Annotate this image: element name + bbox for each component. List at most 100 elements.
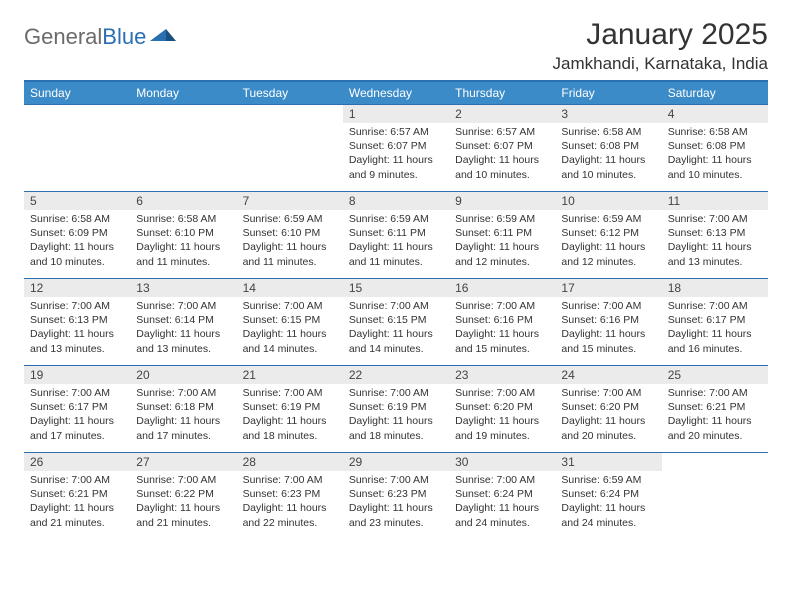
daylight-line-1: Daylight: 11 hours xyxy=(349,501,443,515)
day-info: Sunrise: 7:00 AMSunset: 6:16 PMDaylight:… xyxy=(449,297,555,360)
day-info: Sunrise: 7:00 AMSunset: 6:24 PMDaylight:… xyxy=(449,471,555,534)
day-number: 31 xyxy=(555,453,661,471)
day-number: 19 xyxy=(24,366,130,384)
calendar-day-cell: 23Sunrise: 7:00 AMSunset: 6:20 PMDayligh… xyxy=(449,366,555,453)
header: GeneralBlue January 2025 Jamkhandi, Karn… xyxy=(24,18,768,74)
day-number: 7 xyxy=(237,192,343,210)
day-number: 12 xyxy=(24,279,130,297)
day-info: Sunrise: 6:58 AMSunset: 6:08 PMDaylight:… xyxy=(662,123,768,186)
sunrise-line: Sunrise: 7:00 AM xyxy=(455,473,549,487)
sunset-line: Sunset: 6:15 PM xyxy=(243,313,337,327)
calendar-day-cell: 6Sunrise: 6:58 AMSunset: 6:10 PMDaylight… xyxy=(130,192,236,279)
calendar-day-cell: 18Sunrise: 7:00 AMSunset: 6:17 PMDayligh… xyxy=(662,279,768,366)
day-info: Sunrise: 7:00 AMSunset: 6:22 PMDaylight:… xyxy=(130,471,236,534)
sunrise-line: Sunrise: 7:00 AM xyxy=(136,386,230,400)
sunrise-line: Sunrise: 7:00 AM xyxy=(349,299,443,313)
daylight-line-2: and 12 minutes. xyxy=(455,255,549,269)
day-number: 14 xyxy=(237,279,343,297)
day-number: 8 xyxy=(343,192,449,210)
sunrise-line: Sunrise: 7:00 AM xyxy=(668,299,762,313)
daylight-line-1: Daylight: 11 hours xyxy=(243,501,337,515)
sunset-line: Sunset: 6:19 PM xyxy=(243,400,337,414)
sunset-line: Sunset: 6:09 PM xyxy=(30,226,124,240)
day-number: 27 xyxy=(130,453,236,471)
day-info: Sunrise: 6:57 AMSunset: 6:07 PMDaylight:… xyxy=(449,123,555,186)
daylight-line-2: and 11 minutes. xyxy=(243,255,337,269)
sunset-line: Sunset: 6:17 PM xyxy=(30,400,124,414)
sunset-line: Sunset: 6:13 PM xyxy=(668,226,762,240)
daylight-line-2: and 17 minutes. xyxy=(30,429,124,443)
sunrise-line: Sunrise: 6:58 AM xyxy=(668,125,762,139)
daylight-line-2: and 15 minutes. xyxy=(455,342,549,356)
calendar-header-row: SundayMondayTuesdayWednesdayThursdayFrid… xyxy=(24,81,768,105)
day-info: Sunrise: 6:58 AMSunset: 6:10 PMDaylight:… xyxy=(130,210,236,273)
daylight-line-1: Daylight: 11 hours xyxy=(136,414,230,428)
sunrise-line: Sunrise: 7:00 AM xyxy=(349,473,443,487)
logo-text: GeneralBlue xyxy=(24,24,146,50)
sunrise-line: Sunrise: 6:57 AM xyxy=(349,125,443,139)
daylight-line-1: Daylight: 11 hours xyxy=(349,414,443,428)
daylight-line-2: and 21 minutes. xyxy=(30,516,124,530)
month-title: January 2025 xyxy=(553,18,768,52)
calendar-day-cell: 21Sunrise: 7:00 AMSunset: 6:19 PMDayligh… xyxy=(237,366,343,453)
day-number: 2 xyxy=(449,105,555,123)
sunset-line: Sunset: 6:08 PM xyxy=(561,139,655,153)
daylight-line-2: and 13 minutes. xyxy=(668,255,762,269)
day-info: Sunrise: 7:00 AMSunset: 6:21 PMDaylight:… xyxy=(24,471,130,534)
daylight-line-1: Daylight: 11 hours xyxy=(30,501,124,515)
day-info: Sunrise: 7:00 AMSunset: 6:14 PMDaylight:… xyxy=(130,297,236,360)
calendar-day-cell xyxy=(24,105,130,192)
calendar-day-cell xyxy=(237,105,343,192)
day-number: 4 xyxy=(662,105,768,123)
sunset-line: Sunset: 6:11 PM xyxy=(349,226,443,240)
calendar-day-cell: 7Sunrise: 6:59 AMSunset: 6:10 PMDaylight… xyxy=(237,192,343,279)
day-number: 21 xyxy=(237,366,343,384)
day-number: 15 xyxy=(343,279,449,297)
sunrise-line: Sunrise: 7:00 AM xyxy=(30,473,124,487)
daylight-line-1: Daylight: 11 hours xyxy=(561,240,655,254)
sunrise-line: Sunrise: 6:59 AM xyxy=(243,212,337,226)
day-number: 18 xyxy=(662,279,768,297)
day-info: Sunrise: 7:00 AMSunset: 6:23 PMDaylight:… xyxy=(343,471,449,534)
calendar-day-cell: 1Sunrise: 6:57 AMSunset: 6:07 PMDaylight… xyxy=(343,105,449,192)
daylight-line-1: Daylight: 11 hours xyxy=(243,414,337,428)
calendar-day-cell: 26Sunrise: 7:00 AMSunset: 6:21 PMDayligh… xyxy=(24,453,130,540)
sunrise-line: Sunrise: 6:57 AM xyxy=(455,125,549,139)
daylight-line-2: and 11 minutes. xyxy=(349,255,443,269)
daylight-line-2: and 15 minutes. xyxy=(561,342,655,356)
daylight-line-1: Daylight: 11 hours xyxy=(30,240,124,254)
calendar-week-row: 5Sunrise: 6:58 AMSunset: 6:09 PMDaylight… xyxy=(24,192,768,279)
daylight-line-1: Daylight: 11 hours xyxy=(668,414,762,428)
day-number: 24 xyxy=(555,366,661,384)
calendar-day-cell: 22Sunrise: 7:00 AMSunset: 6:19 PMDayligh… xyxy=(343,366,449,453)
daylight-line-2: and 20 minutes. xyxy=(668,429,762,443)
calendar-body: 1Sunrise: 6:57 AMSunset: 6:07 PMDaylight… xyxy=(24,105,768,540)
logo-text-general: General xyxy=(24,24,102,49)
day-info: Sunrise: 6:58 AMSunset: 6:08 PMDaylight:… xyxy=(555,123,661,186)
daylight-line-2: and 13 minutes. xyxy=(30,342,124,356)
day-number: 29 xyxy=(343,453,449,471)
calendar-day-cell: 12Sunrise: 7:00 AMSunset: 6:13 PMDayligh… xyxy=(24,279,130,366)
daylight-line-2: and 9 minutes. xyxy=(349,168,443,182)
daylight-line-1: Daylight: 11 hours xyxy=(349,240,443,254)
daylight-line-1: Daylight: 11 hours xyxy=(668,153,762,167)
day-number: 11 xyxy=(662,192,768,210)
weekday-header: Monday xyxy=(130,81,236,105)
location: Jamkhandi, Karnataka, India xyxy=(553,54,768,74)
sunrise-line: Sunrise: 7:00 AM xyxy=(561,299,655,313)
calendar-day-cell: 14Sunrise: 7:00 AMSunset: 6:15 PMDayligh… xyxy=(237,279,343,366)
sunrise-line: Sunrise: 6:58 AM xyxy=(30,212,124,226)
day-number: 25 xyxy=(662,366,768,384)
sunrise-line: Sunrise: 7:00 AM xyxy=(455,386,549,400)
calendar-day-cell: 13Sunrise: 7:00 AMSunset: 6:14 PMDayligh… xyxy=(130,279,236,366)
sunset-line: Sunset: 6:08 PM xyxy=(668,139,762,153)
daylight-line-2: and 13 minutes. xyxy=(136,342,230,356)
title-block: January 2025 Jamkhandi, Karnataka, India xyxy=(553,18,768,74)
calendar-day-cell: 16Sunrise: 7:00 AMSunset: 6:16 PMDayligh… xyxy=(449,279,555,366)
day-info: Sunrise: 7:00 AMSunset: 6:20 PMDaylight:… xyxy=(449,384,555,447)
daylight-line-1: Daylight: 11 hours xyxy=(561,501,655,515)
sunset-line: Sunset: 6:10 PM xyxy=(136,226,230,240)
day-number: 10 xyxy=(555,192,661,210)
sunrise-line: Sunrise: 7:00 AM xyxy=(561,386,655,400)
day-info: Sunrise: 6:59 AMSunset: 6:11 PMDaylight:… xyxy=(343,210,449,273)
